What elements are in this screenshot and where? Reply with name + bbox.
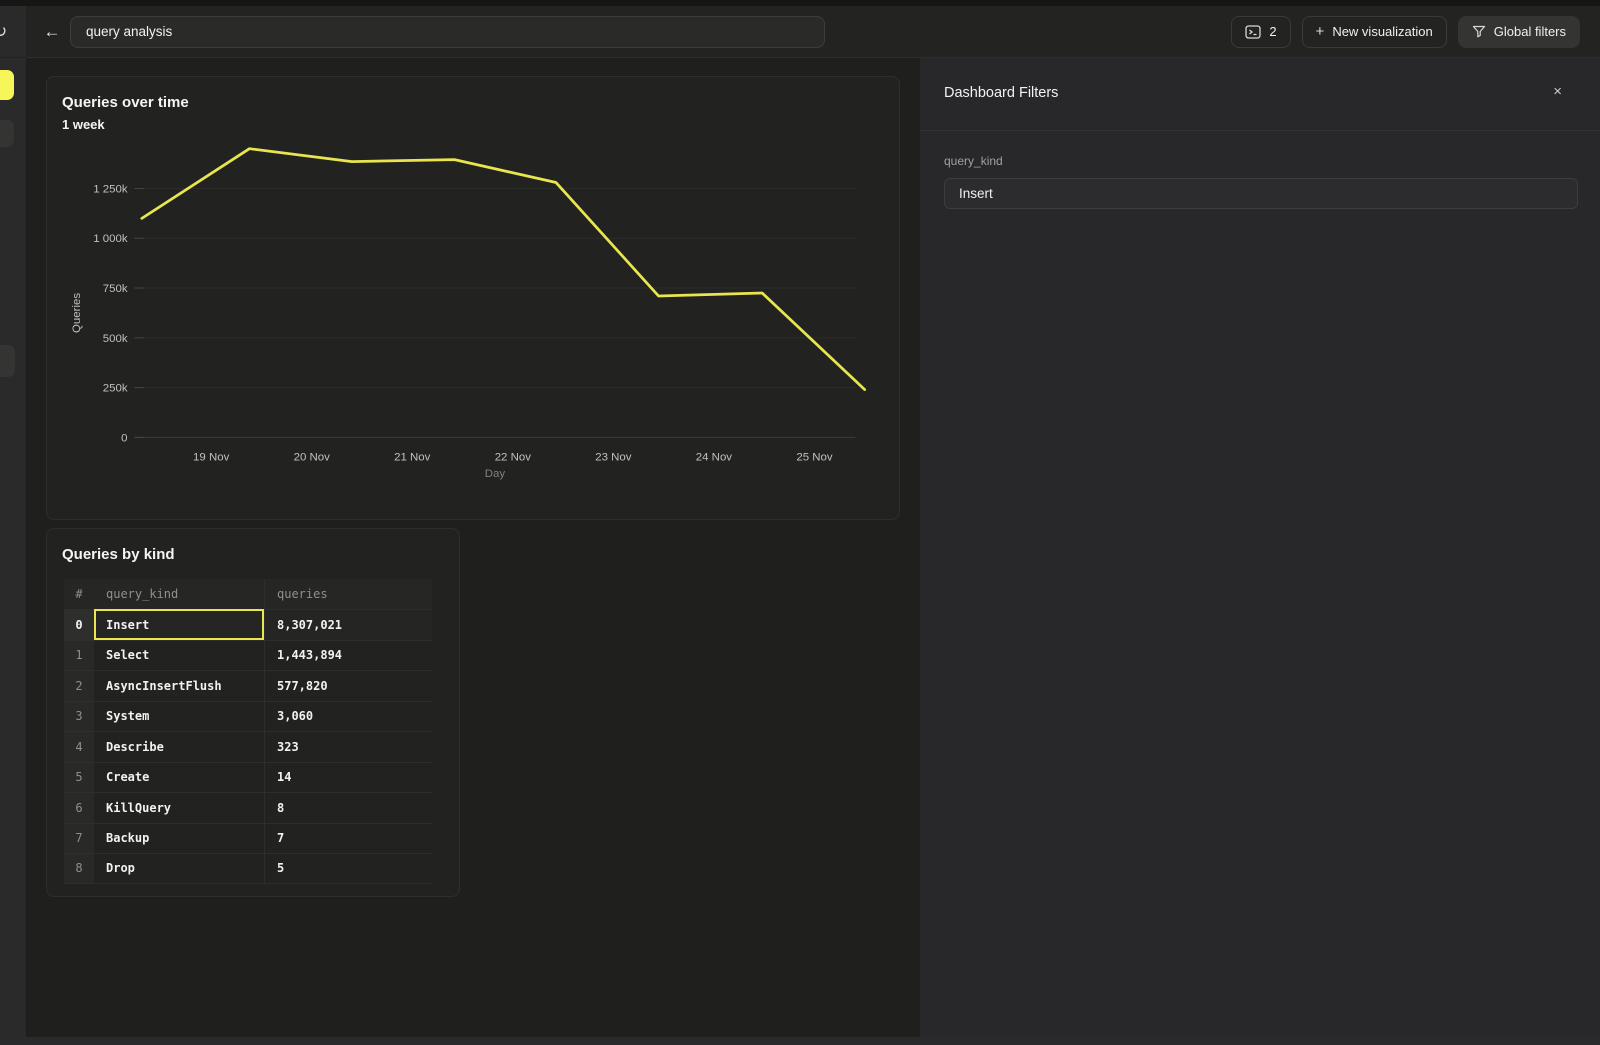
console-count: 2 [1269,24,1277,39]
rail-divider [0,57,26,58]
table-row: 1 Select 1,443,894 [64,639,432,671]
x-tick-label: 20 Nov [294,451,331,463]
table-row: 6 KillQuery 8 [64,792,432,823]
x-tick-label: 25 Nov [796,451,833,463]
left-nav-rail: ↻ [0,6,27,1037]
query-kind-cell[interactable]: Insert [94,609,264,640]
row-index-cell: 0 [64,609,94,640]
row-index-cell: 3 [64,700,94,731]
x-tick-label: 22 Nov [495,451,532,463]
rail-item[interactable] [0,345,15,377]
table-row: 7 Backup 7 [64,822,432,854]
query-kind-cell[interactable]: Create [94,761,264,793]
row-index-cell: 4 [64,731,94,762]
queries-cell[interactable]: 8,307,021 [264,609,432,640]
y-axis-title: Queries [71,293,83,333]
query-kind-cell[interactable]: KillQuery [94,792,264,823]
window-top-edge [0,0,1600,6]
queries-cell[interactable]: 1,443,894 [264,639,432,670]
new-visualization-button[interactable]: + New visualization [1301,15,1447,48]
close-icon[interactable]: × [1553,83,1562,100]
y-tick-label: 750k [103,283,128,295]
new-visualization-label: New visualization [1332,24,1433,39]
query-kind-cell[interactable]: AsyncInsertFlush [94,670,264,701]
x-tick-label: 21 Nov [394,451,431,463]
y-tick-label: 1 000k [93,233,128,245]
console-count-button[interactable]: 2 [1231,15,1291,48]
queries-table: # query_kind queries 0 Insert 8,307,021 1 Selec… [64,579,432,884]
query-kind-cell[interactable]: Backup [94,822,264,854]
y-tick-label: 500k [103,333,128,345]
refresh-icon[interactable]: ↻ [0,22,7,42]
row-index-cell: 2 [64,670,94,701]
queries-cell[interactable]: 14 [264,761,432,792]
queries-cell[interactable]: 3,060 [264,700,432,731]
global-filters-button[interactable]: Global filters [1457,15,1580,48]
header-query-kind[interactable]: query_kind [106,587,179,601]
dashboard-filters-panel: Dashboard Filters × query_kind Insert [920,58,1600,1037]
table-row: 2 AsyncInsertFlush 577,820 [64,670,432,701]
query-kind-cell[interactable]: Describe [94,731,264,762]
query-kind-cell[interactable]: Drop [94,853,264,884]
rail-active-item[interactable] [0,70,14,100]
row-index-cell: 1 [64,639,94,670]
filter-field-label: query_kind [944,154,1003,168]
row-index-cell: 5 [64,761,94,792]
table-row: 0 Insert 8,307,021 [64,609,432,640]
filter-funnel-icon [1472,25,1486,38]
topbar-actions: 2 + New visualization Global filters [1231,15,1600,48]
table-title: Queries by kind [62,546,175,563]
queries-cell[interactable]: 8 [264,792,432,823]
queries-series-line [140,147,867,391]
query-kind-cell[interactable]: System [94,700,264,732]
row-index-cell: 6 [64,792,94,823]
row-index-cell: 8 [64,853,94,884]
y-tick-label: 250k [103,383,128,395]
queries-line-chart[interactable]: 0 250k 500k 750k 1 000k 1 250k 19 Nov 20 Nov 21 … [47,77,899,519]
table-row: 3 System 3,060 [64,700,432,732]
top-bar: ← 2 + New visualization Global filter [26,6,1600,58]
x-tick-label: 24 Nov [696,451,733,463]
table-header-row: # query_kind queries [64,579,432,609]
query-kind-filter-input[interactable]: Insert [944,178,1578,209]
plus-icon: + [1315,23,1325,40]
rail-item[interactable] [0,120,14,147]
queries-cell[interactable]: 323 [264,731,432,762]
filter-field-value: Insert [959,186,993,201]
header-queries[interactable]: queries [264,579,432,609]
queries-over-time-card: Queries over time 1 week 0 250k 500k 750k 1 … [46,76,900,520]
queries-cell[interactable]: 7 [264,822,432,853]
table-row: 4 Describe 323 [64,731,432,762]
x-axis-title: Day [485,468,506,480]
table-row: 8 Drop 5 [64,853,432,884]
queries-cell[interactable]: 5 [264,853,432,884]
chart-title: Queries over time [62,94,189,111]
back-button[interactable]: ← [43,21,61,41]
row-index-cell: 7 [64,822,94,853]
y-tick-label: 1 250k [93,183,128,195]
queries-by-kind-card: Queries by kind # query_kind queries 0 Inser… [46,528,460,897]
queries-cell[interactable]: 577,820 [264,670,432,701]
y-tick-label: 0 [121,432,127,444]
dashboard-canvas: Queries over time 1 week 0 250k 500k 750k 1 … [26,58,920,1037]
console-icon [1245,24,1261,39]
dashboard-title-input[interactable] [70,15,825,48]
chart-subtitle: 1 week [62,117,105,132]
window-bottom-edge [0,1037,1600,1045]
x-tick-label: 19 Nov [193,451,230,463]
table-row: 5 Create 14 [64,761,432,793]
header-index: # [75,587,83,601]
global-filters-label: Global filters [1493,24,1566,39]
filters-panel-title: Dashboard Filters [944,85,1059,101]
panel-divider [920,130,1600,131]
query-kind-cell[interactable]: Select [94,639,264,671]
x-tick-label: 23 Nov [595,451,632,463]
